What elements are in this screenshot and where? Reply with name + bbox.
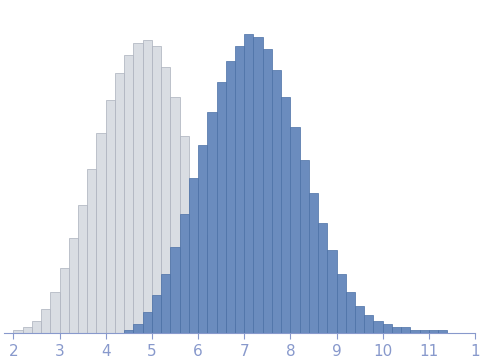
- Bar: [374, 322, 383, 334]
- Bar: [32, 322, 41, 334]
- Bar: [392, 327, 401, 334]
- Bar: [244, 34, 254, 334]
- Bar: [226, 61, 235, 334]
- Bar: [69, 238, 78, 334]
- Bar: [364, 315, 374, 334]
- Bar: [309, 193, 318, 334]
- Bar: [420, 330, 429, 334]
- Bar: [401, 327, 410, 334]
- Bar: [14, 330, 23, 334]
- Bar: [152, 294, 161, 334]
- Bar: [152, 46, 161, 334]
- Bar: [161, 67, 170, 334]
- Bar: [327, 250, 336, 334]
- Bar: [96, 133, 106, 334]
- Bar: [207, 280, 216, 334]
- Bar: [272, 70, 281, 334]
- Bar: [346, 291, 355, 334]
- Bar: [263, 49, 272, 334]
- Bar: [438, 330, 447, 334]
- Bar: [198, 234, 207, 334]
- Bar: [143, 313, 152, 334]
- Bar: [50, 291, 60, 334]
- Bar: [226, 325, 235, 334]
- Bar: [106, 100, 115, 334]
- Bar: [124, 55, 134, 334]
- Bar: [216, 310, 226, 334]
- Bar: [115, 73, 124, 334]
- Bar: [235, 46, 244, 334]
- Bar: [170, 246, 180, 334]
- Bar: [189, 178, 198, 334]
- Bar: [143, 40, 152, 334]
- Bar: [180, 214, 189, 334]
- Bar: [235, 330, 244, 334]
- Bar: [410, 330, 420, 334]
- Bar: [23, 327, 32, 334]
- Bar: [134, 325, 143, 334]
- Bar: [383, 325, 392, 334]
- Bar: [124, 330, 134, 334]
- Bar: [198, 145, 207, 334]
- Bar: [290, 127, 300, 334]
- Bar: [336, 274, 346, 334]
- Bar: [216, 82, 226, 334]
- Bar: [189, 184, 198, 334]
- Bar: [254, 37, 263, 334]
- Bar: [355, 306, 364, 334]
- Bar: [60, 268, 69, 334]
- Bar: [281, 97, 290, 334]
- Bar: [41, 310, 50, 334]
- Bar: [429, 330, 438, 334]
- Bar: [207, 112, 216, 334]
- Bar: [170, 97, 180, 334]
- Bar: [87, 169, 96, 334]
- Bar: [318, 223, 327, 334]
- Bar: [180, 136, 189, 334]
- Bar: [300, 160, 309, 334]
- Bar: [134, 43, 143, 334]
- Bar: [78, 205, 87, 334]
- Bar: [161, 274, 170, 334]
